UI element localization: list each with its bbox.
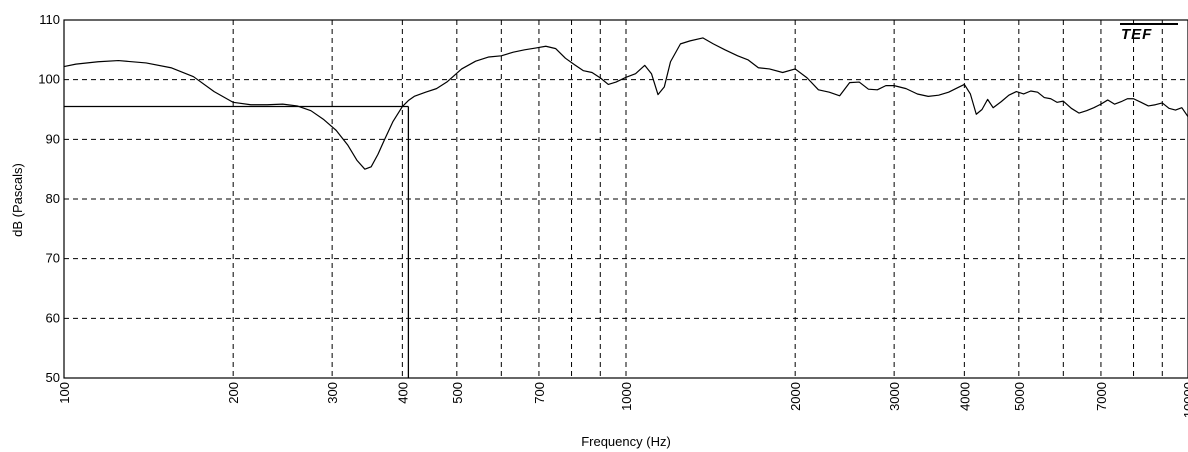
- x-tick-label: 500: [450, 382, 465, 404]
- grid: [64, 20, 1188, 378]
- x-tick-label: 400: [395, 382, 410, 404]
- plot-frame: [63, 19, 1188, 379]
- x-tick-label: 10000: [1181, 382, 1188, 418]
- y-tick-label: 90: [46, 131, 60, 146]
- y-tick-label: 80: [46, 191, 60, 206]
- y-tick-label: 50: [46, 370, 60, 385]
- series-line-0: [63, 37, 1188, 170]
- cursor-crosshair: [64, 105, 410, 378]
- x-tick-label: 300: [325, 382, 340, 404]
- x-tick-label: 100: [57, 382, 72, 404]
- tef-logo-text: TEF: [1121, 26, 1152, 43]
- x-tick-labels: 100 200 300 400 500 700 1000 2000 3000 4000 5000 70…: [57, 382, 1188, 418]
- y-tick-label: 60: [46, 310, 60, 325]
- x-tick-label: 700: [532, 382, 547, 404]
- x-tick-label: 3000: [887, 382, 902, 411]
- x-axis-label: Frequency (Hz): [581, 434, 671, 449]
- y-tick-label: 70: [46, 251, 60, 266]
- series: [63, 37, 1188, 170]
- y-tick-label: 110: [39, 12, 60, 27]
- y-tick-label: 100: [38, 72, 60, 87]
- x-tick-label: 7000: [1094, 382, 1109, 411]
- tef-logo: TEF: [1120, 23, 1178, 43]
- x-tick-label: 2000: [788, 382, 803, 411]
- x-tick-label: 1000: [619, 382, 634, 411]
- y-tick-labels: 50 60 70 80 90 100 110: [38, 12, 60, 385]
- y-axis-label: dB (Pascals): [10, 163, 25, 237]
- x-tick-label: 200: [226, 382, 241, 404]
- x-tick-label: 4000: [957, 382, 972, 411]
- x-tick-label: 5000: [1012, 382, 1027, 411]
